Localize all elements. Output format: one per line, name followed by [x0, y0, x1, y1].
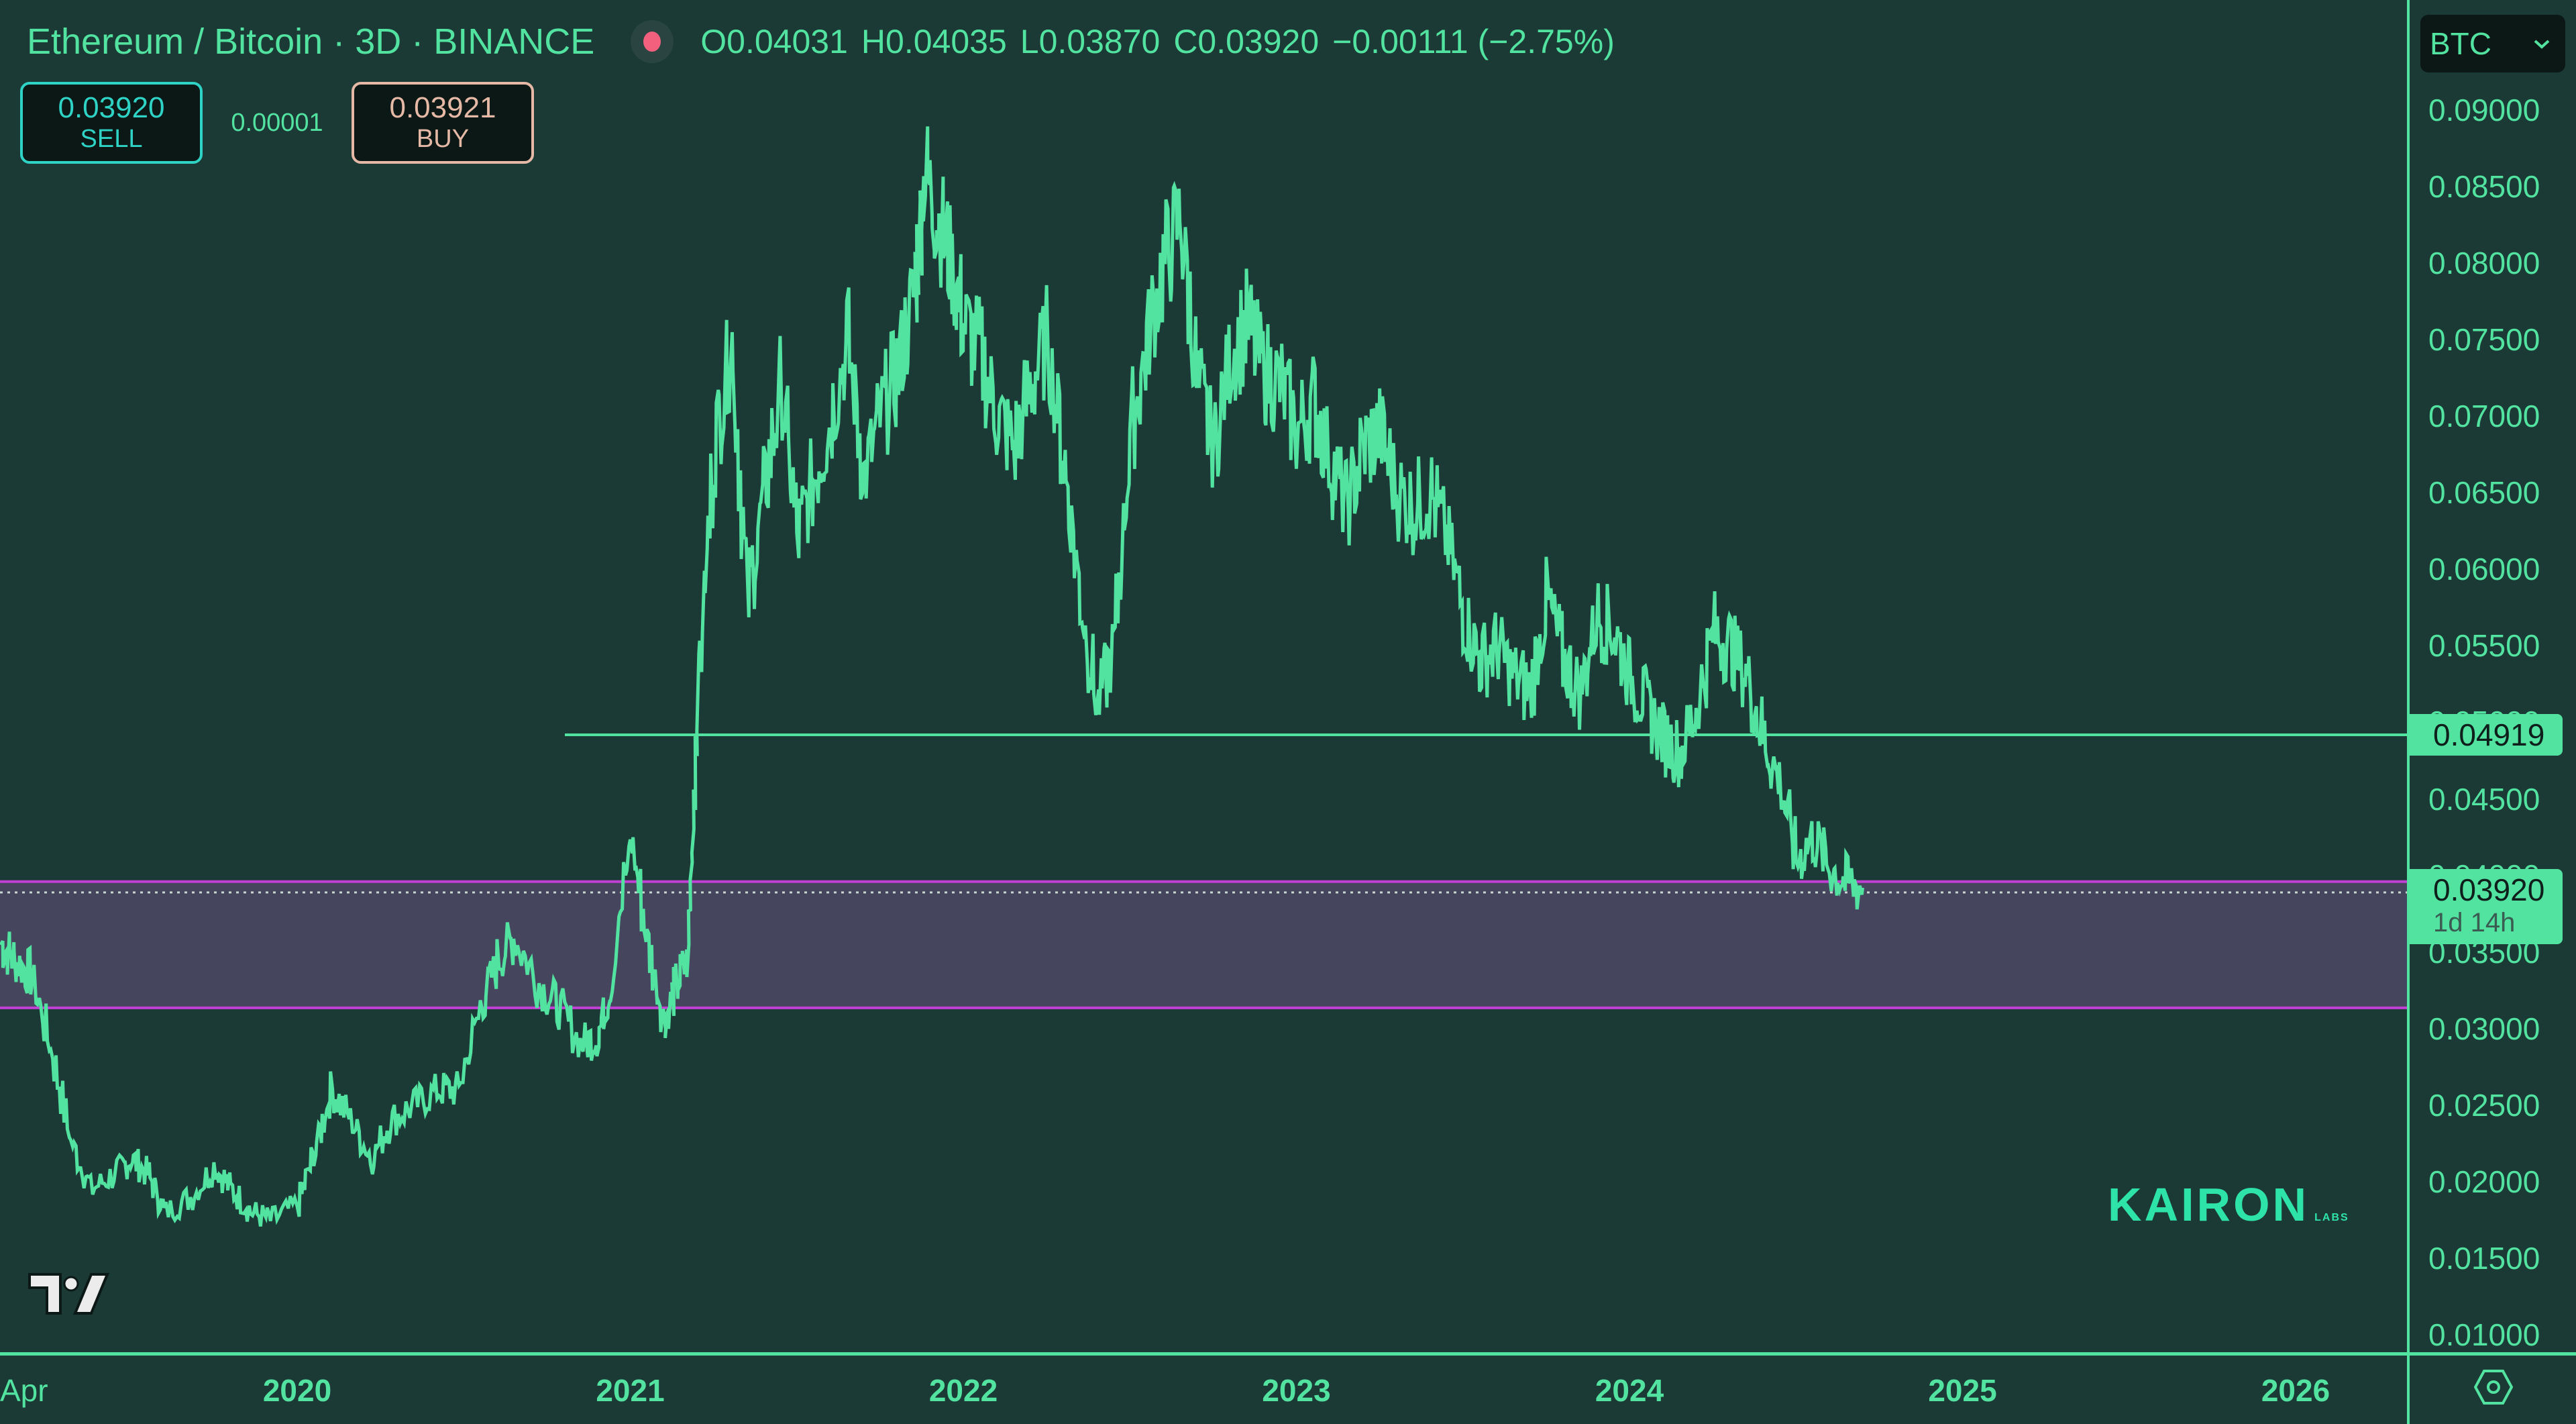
- low-value: L0.03870: [1020, 23, 1161, 60]
- sell-price: 0.03920: [58, 91, 165, 124]
- watermark-brand: KAIRON: [2108, 1178, 2310, 1231]
- price-tick: 0.03000: [2428, 1011, 2540, 1046]
- price-tick: 0.07500: [2428, 322, 2540, 358]
- sell-label: SELL: [80, 125, 143, 153]
- time-tick: Apr: [0, 1373, 48, 1408]
- price-axis-border: [2407, 0, 2410, 1424]
- spread-value: 0.00001: [231, 108, 323, 137]
- sell-button[interactable]: 0.03920 SELL: [20, 82, 203, 164]
- price-tick: 0.06000: [2428, 552, 2540, 587]
- price-tick: 0.02000: [2428, 1164, 2540, 1199]
- price-tick: 0.08500: [2428, 169, 2540, 205]
- chart-header: Ethereum / Bitcoin · 3D · BINANCE O0.040…: [27, 15, 1628, 68]
- tradingview-logo[interactable]: [27, 1272, 110, 1319]
- watermark-sub: LABS: [2314, 1212, 2349, 1223]
- high-value: H0.04035: [861, 23, 1007, 60]
- price-tick: 0.08000: [2428, 246, 2540, 281]
- time-tick: 2024: [1595, 1373, 1664, 1408]
- market-closed-dot-icon: [643, 32, 661, 52]
- time-tick: 2026: [2261, 1373, 2330, 1408]
- buy-button[interactable]: 0.03921 BUY: [352, 82, 534, 164]
- level-price-value: 0.04919: [2433, 717, 2545, 752]
- buy-price: 0.03921: [389, 91, 496, 124]
- price-tick: 0.06500: [2428, 475, 2540, 511]
- time-tick: 2023: [1262, 1373, 1331, 1408]
- symbol-title[interactable]: Ethereum / Bitcoin · 3D · BINANCE: [27, 21, 595, 62]
- market-status[interactable]: [631, 20, 674, 63]
- last-price-label: 0.03920 1d 14h: [2410, 868, 2563, 944]
- time-tick: 2020: [262, 1373, 332, 1408]
- price-tick: 0.05500: [2428, 628, 2540, 664]
- settings-icon[interactable]: [2473, 1369, 2514, 1409]
- time-tick: 2022: [928, 1373, 998, 1408]
- support-zone[interactable]: [0, 881, 2407, 1008]
- close-value: C0.03920: [1173, 23, 1320, 60]
- time-tick: 2021: [596, 1373, 665, 1408]
- price-tick: 0.01000: [2428, 1317, 2540, 1352]
- last-price-value: 0.03920: [2433, 872, 2545, 907]
- bar-countdown: 1d 14h: [2433, 907, 2516, 937]
- buy-label: BUY: [416, 125, 470, 153]
- price-tick: 0.09000: [2428, 93, 2540, 128]
- time-tick: 2025: [1928, 1373, 1997, 1408]
- level-price-label: 0.04919: [2410, 713, 2563, 756]
- price-tick: 0.02500: [2428, 1087, 2540, 1123]
- price-series: [0, 126, 1865, 1227]
- trade-panel: 0.03920 SELL 0.00001 0.03921 BUY: [20, 82, 534, 164]
- open-value: O0.04031: [700, 23, 848, 60]
- currency-selector[interactable]: BTC: [2420, 15, 2565, 72]
- change-value: −0.00111 (−2.75%): [1332, 23, 1615, 60]
- price-tick: 0.01500: [2428, 1240, 2540, 1276]
- time-axis-border: [0, 1352, 2576, 1356]
- price-tick: 0.04500: [2428, 781, 2540, 817]
- price-tick: 0.07000: [2428, 399, 2540, 434]
- kairon-watermark: KAIRON LABS: [2108, 1181, 2349, 1228]
- price-chart[interactable]: [0, 0, 2407, 1352]
- ohlc-values: O0.04031 H0.04035 L0.03870 C0.03920 −0.00111…: [700, 22, 1628, 61]
- chevron-down-icon: [2533, 32, 2551, 55]
- currency-value: BTC: [2430, 26, 2491, 61]
